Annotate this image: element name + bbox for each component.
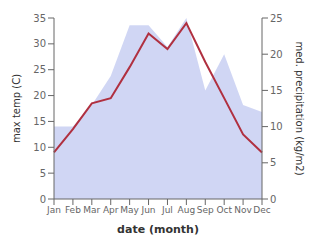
svg-text:med. precipitation (kg/m2): med. precipitation (kg/m2)	[294, 41, 305, 175]
svg-text:5: 5	[270, 157, 276, 168]
svg-text:Sep: Sep	[197, 205, 214, 215]
svg-text:10: 10	[270, 121, 283, 132]
svg-text:5: 5	[40, 168, 46, 179]
svg-text:35: 35	[33, 13, 46, 24]
svg-text:Dec: Dec	[253, 205, 270, 215]
svg-text:0: 0	[40, 194, 46, 205]
svg-text:Oct: Oct	[216, 205, 232, 215]
svg-text:date (month): date (month)	[117, 223, 199, 236]
svg-text:max temp (C): max temp (C)	[11, 74, 22, 143]
svg-text:20: 20	[270, 49, 283, 60]
svg-text:20: 20	[33, 90, 46, 101]
svg-text:May: May	[120, 205, 139, 215]
svg-text:Jan: Jan	[46, 205, 61, 215]
svg-text:Nov: Nov	[234, 205, 252, 215]
svg-text:0: 0	[270, 194, 276, 205]
svg-text:Mar: Mar	[83, 205, 100, 215]
svg-text:15: 15	[33, 116, 46, 127]
svg-text:10: 10	[33, 142, 46, 153]
svg-text:Jul: Jul	[161, 205, 173, 215]
svg-text:15: 15	[270, 85, 283, 96]
svg-text:25: 25	[33, 64, 46, 75]
svg-text:Jun: Jun	[141, 205, 156, 215]
svg-text:Feb: Feb	[65, 205, 81, 215]
svg-text:25: 25	[270, 13, 283, 24]
svg-text:Aug: Aug	[178, 205, 196, 215]
svg-text:30: 30	[33, 38, 46, 49]
svg-text:Apr: Apr	[103, 205, 119, 215]
